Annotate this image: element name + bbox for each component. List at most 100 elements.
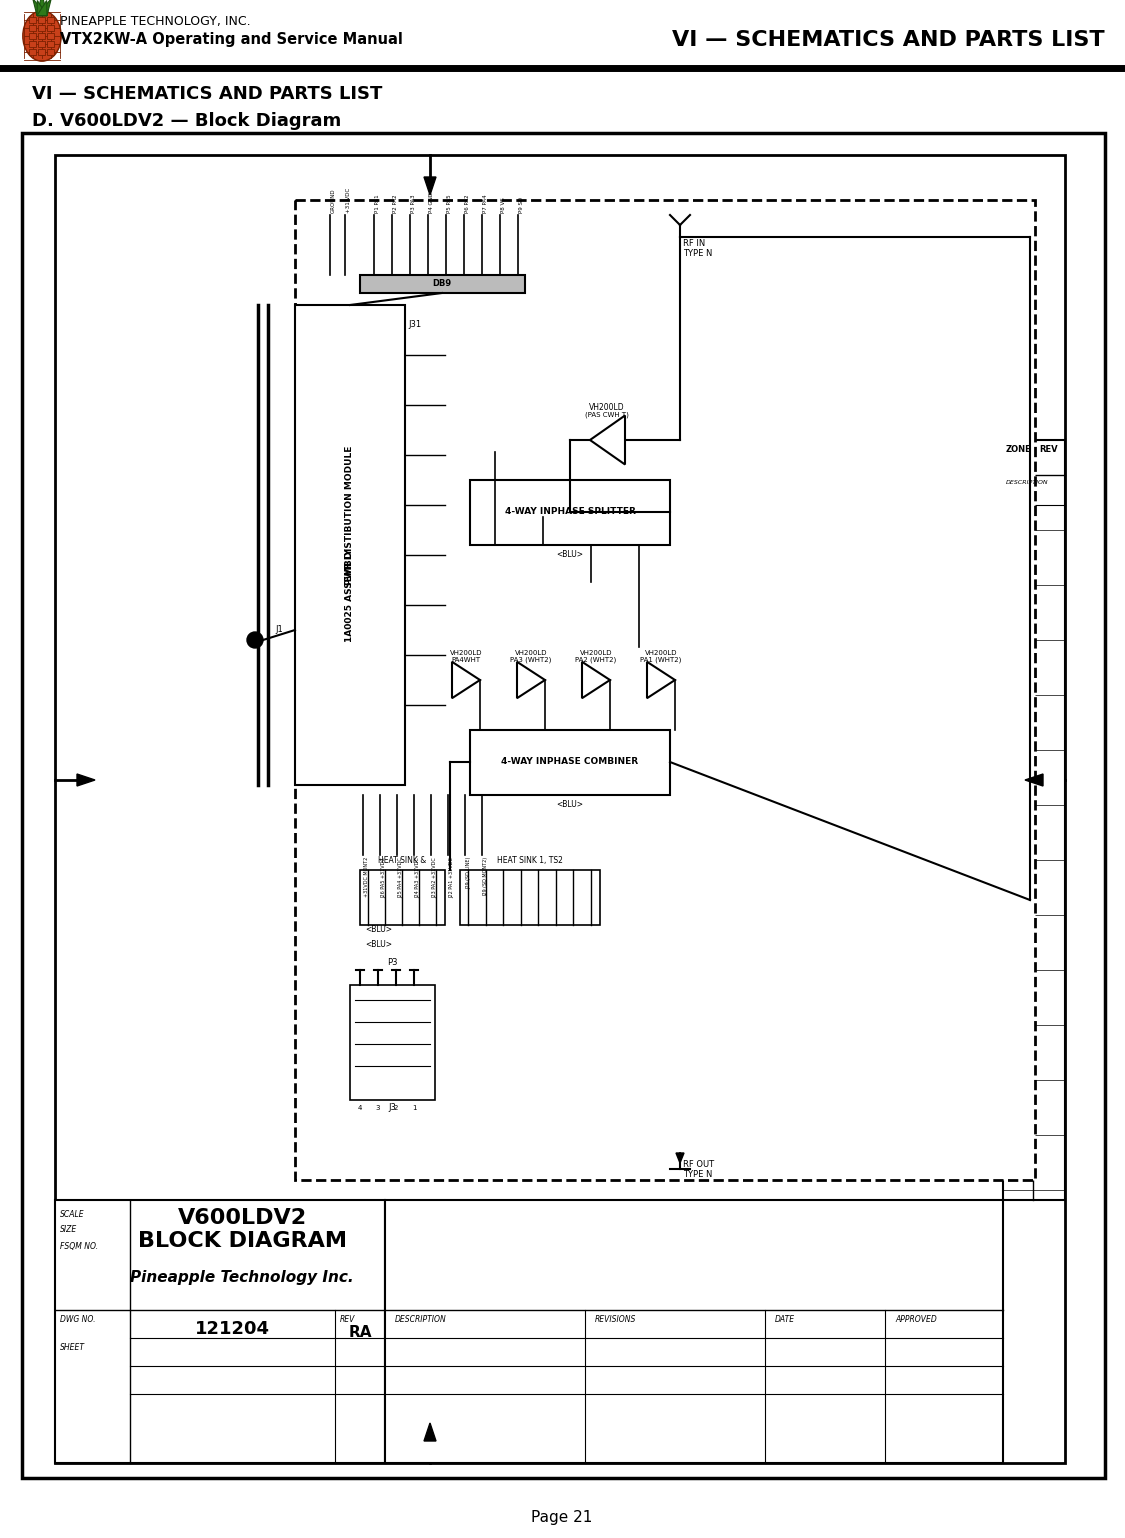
Bar — [29, 17, 36, 23]
Text: P8 VS: P8 VS — [501, 197, 506, 212]
Text: P4 GND: P4 GND — [429, 192, 434, 212]
Text: 121204: 121204 — [195, 1320, 270, 1338]
Text: GROUND: GROUND — [331, 188, 336, 212]
Text: J31: J31 — [408, 320, 421, 329]
Text: PA3 (WHT2): PA3 (WHT2) — [511, 657, 551, 663]
Text: P1 PA1: P1 PA1 — [375, 194, 380, 212]
FancyArrow shape — [424, 1423, 436, 1441]
Polygon shape — [452, 661, 480, 698]
Text: 4-WAY INPHASE SPLITTER: 4-WAY INPHASE SPLITTER — [504, 508, 636, 517]
Text: <BLU>: <BLU> — [557, 551, 584, 558]
Text: HEAT SINK 1, TS2: HEAT SINK 1, TS2 — [497, 857, 562, 864]
Polygon shape — [647, 661, 675, 698]
Polygon shape — [37, 0, 47, 15]
Bar — [385, 1200, 1004, 1463]
Bar — [47, 17, 54, 23]
Text: 1: 1 — [412, 1104, 416, 1110]
Text: PA2 (WHT2): PA2 (WHT2) — [575, 657, 616, 663]
Text: HEAT SINK &: HEAT SINK & — [378, 857, 426, 864]
Text: J26 PA5 +31VDC: J26 PA5 +31VDC — [381, 857, 386, 898]
Text: 1A0025 ASSEMBLY: 1A0025 ASSEMBLY — [345, 548, 354, 641]
Ellipse shape — [22, 11, 61, 62]
Text: P3 PA3: P3 PA3 — [411, 194, 416, 212]
Bar — [350, 984, 435, 1100]
Bar — [295, 305, 405, 784]
Text: SIZE: SIZE — [60, 1224, 78, 1233]
Text: DATE: DATE — [775, 1315, 795, 1324]
Text: 2: 2 — [394, 1104, 398, 1110]
Text: V600LDV2
BLOCK DIAGRAM: V600LDV2 BLOCK DIAGRAM — [137, 1207, 346, 1252]
Text: <BLU>: <BLU> — [557, 800, 584, 809]
Text: <BLU>: <BLU> — [364, 924, 391, 934]
Polygon shape — [518, 661, 544, 698]
Bar — [38, 17, 45, 23]
Text: 4-WAY INPHASE COMBINER: 4-WAY INPHASE COMBINER — [502, 758, 639, 766]
Bar — [47, 32, 54, 38]
Text: +31VDC MONT2: +31VDC MONT2 — [364, 857, 369, 897]
Text: 4: 4 — [358, 1104, 362, 1110]
Polygon shape — [590, 415, 626, 464]
Text: 3: 3 — [376, 1104, 380, 1110]
Polygon shape — [33, 0, 47, 15]
Text: VH200LD: VH200LD — [515, 649, 547, 655]
Text: Page 21: Page 21 — [531, 1510, 593, 1526]
Polygon shape — [37, 0, 52, 15]
Text: P9 SD: P9 SD — [519, 197, 524, 212]
Bar — [22, 132, 1105, 1478]
Polygon shape — [37, 0, 47, 15]
Bar — [38, 49, 45, 55]
Text: J24 PA3 +31VDC: J24 PA3 +31VDC — [415, 857, 420, 898]
Text: P2 PA2: P2 PA2 — [393, 194, 398, 212]
Text: VI — SCHEMATICS AND PARTS LIST: VI — SCHEMATICS AND PARTS LIST — [673, 31, 1105, 51]
FancyArrow shape — [76, 774, 94, 786]
Text: RA: RA — [349, 1326, 371, 1340]
Text: APPROVED: APPROVED — [896, 1315, 937, 1324]
Text: REV: REV — [340, 1315, 356, 1324]
Bar — [55, 1200, 385, 1463]
Bar — [295, 200, 1035, 1180]
Text: J1: J1 — [274, 624, 282, 634]
FancyArrow shape — [676, 1154, 684, 1163]
Text: FSQM NO.: FSQM NO. — [60, 1243, 98, 1250]
Text: VTX2KW-A Operating and Service Manual: VTX2KW-A Operating and Service Manual — [60, 32, 403, 48]
Text: VH200LD: VH200LD — [450, 649, 483, 655]
Text: VH200LD: VH200LD — [579, 649, 612, 655]
Text: P3: P3 — [387, 958, 397, 967]
Polygon shape — [582, 661, 610, 698]
Text: P5 PA5: P5 PA5 — [447, 194, 452, 212]
Bar — [360, 275, 525, 294]
Polygon shape — [37, 0, 47, 15]
Text: RF IN
TYPE N: RF IN TYPE N — [683, 238, 712, 258]
Text: ZONE: ZONE — [1005, 444, 1030, 454]
Text: VH200LD: VH200LD — [645, 649, 677, 655]
Bar — [470, 731, 670, 795]
Bar — [38, 40, 45, 48]
Bar — [38, 25, 45, 31]
Text: RF OUT
TYPE N: RF OUT TYPE N — [683, 1160, 714, 1180]
Bar — [470, 480, 670, 544]
Text: +31 VDC: +31 VDC — [346, 188, 351, 212]
Bar — [38, 32, 45, 38]
Text: P6 PA2: P6 PA2 — [465, 194, 470, 212]
Text: VI — SCHEMATICS AND PARTS LIST: VI — SCHEMATICS AND PARTS LIST — [32, 85, 382, 103]
Text: PA4WHT: PA4WHT — [451, 657, 480, 663]
Text: J3: J3 — [388, 1103, 396, 1112]
Text: Pineapple Technology Inc.: Pineapple Technology Inc. — [130, 1270, 353, 1286]
Text: J22 PA1 +31VDC: J22 PA1 +31VDC — [449, 857, 454, 898]
Text: DESCRIPTION: DESCRIPTION — [395, 1315, 447, 1324]
Text: D. V600LDV2 — Block Diagram: D. V600LDV2 — Block Diagram — [32, 112, 341, 131]
Bar — [1004, 440, 1065, 1200]
Bar — [29, 49, 36, 55]
Bar — [47, 49, 54, 55]
Text: <BLU>: <BLU> — [364, 940, 391, 949]
Text: (PAS CWH T): (PAS CWH T) — [585, 412, 629, 418]
Bar — [460, 871, 600, 924]
Text: DESCRIPTION: DESCRIPTION — [1006, 480, 1048, 484]
Text: REV: REV — [1040, 444, 1059, 454]
Circle shape — [248, 632, 263, 647]
Text: PA1 (WHT2): PA1 (WHT2) — [640, 657, 682, 663]
Text: J25 PA4 +31VDC: J25 PA4 +31VDC — [398, 857, 403, 898]
Text: DB9: DB9 — [432, 280, 451, 289]
Text: J29 (SD LINE): J29 (SD LINE) — [466, 857, 471, 889]
Text: PINEAPPLE TECHNOLOGY, INC.: PINEAPPLE TECHNOLOGY, INC. — [60, 15, 251, 28]
